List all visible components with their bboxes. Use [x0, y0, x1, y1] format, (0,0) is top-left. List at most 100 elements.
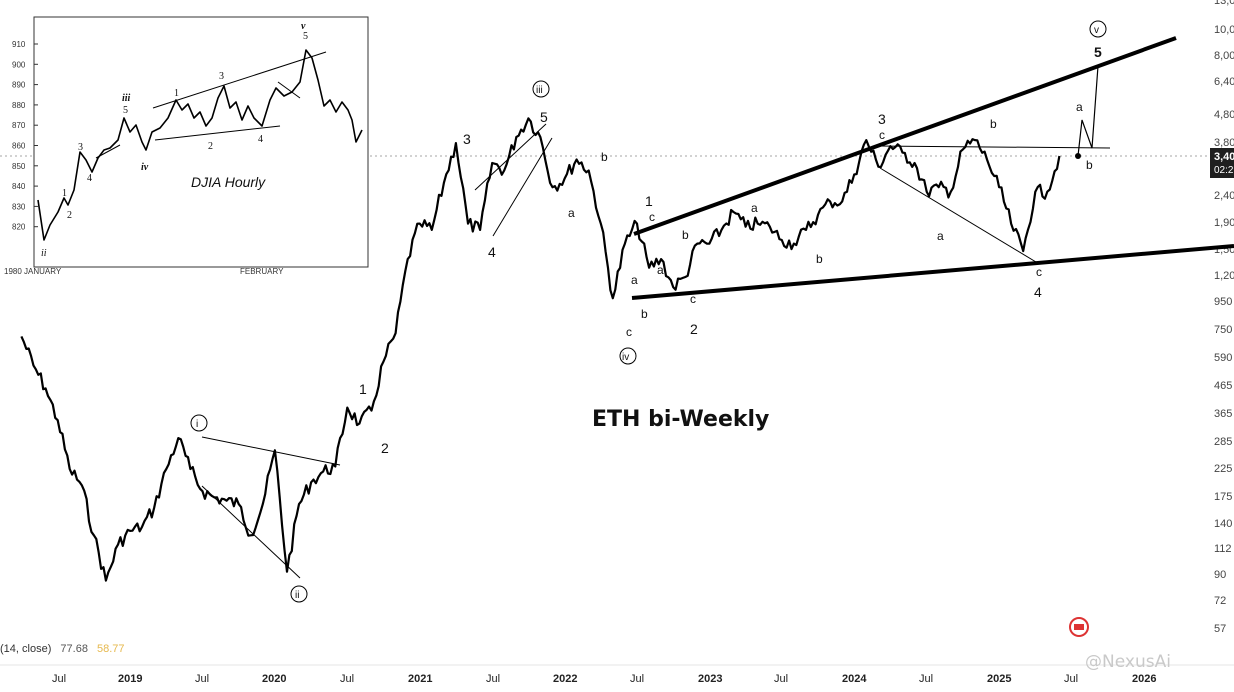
price-axis-label: 72 [1214, 595, 1226, 607]
resistance-line [879, 145, 1111, 149]
triangle-bottom-line [201, 485, 301, 579]
inset-wave-label: 4 [258, 134, 263, 145]
indicator-readout: (14, close) 77.68 58.77 [0, 643, 125, 659]
price-axis-label: 1,20 [1214, 270, 1234, 282]
inset-wave-label: 5 [303, 31, 308, 42]
time-axis-label: 2026 [1132, 673, 1156, 685]
inset-channel-top [152, 51, 327, 109]
wave-label: 3 [463, 131, 471, 147]
time-axis-label: Jul [340, 673, 354, 685]
exchange-logo-icon [1069, 617, 1089, 637]
wedge-upper-line [474, 123, 547, 191]
indicator-label: (14, close) [0, 643, 52, 655]
inset-flag-line [95, 144, 121, 159]
inset-y-tick-label: 840 [12, 182, 26, 191]
wave-label: 5 [1094, 44, 1102, 60]
current-price-dot [1075, 153, 1081, 159]
inset-y-tick-label: 820 [12, 223, 26, 232]
wave-label: 1 [359, 381, 367, 397]
inset-wave-label: 4 [87, 173, 92, 184]
wave-label: 1 [645, 193, 653, 209]
wave-label: c [649, 210, 655, 224]
exchange-logo-mark [1074, 624, 1084, 630]
wave-labels: i ii 1 2 3 4 5 iii b a 1 c a a b b c c 2… [190, 20, 1107, 603]
time-axis-label: 2025 [987, 673, 1011, 685]
inset-y-tick-label: 910 [12, 40, 26, 49]
circled-wave-i: i [190, 414, 208, 432]
inset-wave-label: 3 [78, 142, 83, 153]
price-axis-label: 365 [1214, 408, 1232, 420]
wave-label: b [990, 117, 997, 131]
inset-wedge-line [277, 81, 301, 99]
price-axis-label: 950 [1214, 296, 1232, 308]
wave-circle [290, 585, 308, 603]
wave-label: b [601, 150, 608, 164]
current-price-value: 3,40 [1214, 151, 1234, 163]
inset-y-tick-label: 880 [12, 101, 26, 110]
inset-wave-label: ii [41, 248, 47, 259]
djia-inset: 910 900 890 880 870 860 850 840 830 820 1980 JANU… [4, 16, 369, 276]
watermark: @NexusAi [1085, 652, 1171, 672]
price-axis-label: 57 [1214, 623, 1226, 635]
inset-x-label-feb: FEBRUARY [240, 267, 284, 276]
time-axis-label: Jul [774, 673, 788, 685]
wave-label: a [631, 273, 638, 287]
wave-label: c [626, 325, 632, 339]
current-price-time: 02:2 [1214, 165, 1234, 176]
inset-y-tick-label: 860 [12, 142, 26, 151]
price-axis-label: 8,00 [1214, 50, 1234, 62]
inset-y-tick-label: 890 [12, 81, 26, 90]
wave-label: b [641, 307, 648, 321]
price-axis-label: 6,40 [1214, 76, 1234, 88]
wave-label: iv [622, 352, 629, 363]
time-axis-label: 2024 [842, 673, 867, 685]
wave-label: ii [295, 590, 299, 601]
price-axis-label: 1,90 [1214, 217, 1234, 229]
wave-label: a [1076, 100, 1083, 114]
price-axis-label: 3,80 [1214, 137, 1234, 149]
price-axis: 13,010,008,006,404,803,802,401,901,501,2… [1214, 0, 1234, 635]
price-axis-label: 140 [1214, 518, 1232, 530]
eth-price-series-line [20, 117, 1061, 582]
time-axis-label: Jul [1064, 673, 1078, 685]
wave-label: i [196, 419, 198, 430]
inset-wave-label: 2 [67, 210, 72, 221]
wave-label: a [568, 206, 575, 220]
inset-wave-label: iv [141, 162, 149, 173]
wave-circle [190, 414, 208, 432]
circled-wave-ii: ii [290, 585, 308, 603]
indicator-value-2: 58.77 [97, 643, 125, 655]
wave-label: a [657, 263, 664, 277]
wedge-lower-line [492, 137, 553, 237]
inset-wave-label: 5 [123, 105, 128, 116]
wave-label: 3 [878, 111, 886, 127]
inset-channel-bottom [154, 125, 281, 141]
inner-diagonal-line [879, 167, 1037, 263]
time-axis-label: 2020 [262, 673, 286, 685]
wave-label: a [751, 201, 758, 215]
price-axis-label: 4,80 [1214, 109, 1234, 121]
indicator-value-1: 77.68 [60, 643, 88, 655]
wave-label: v [1094, 25, 1099, 36]
wave-label: a [937, 229, 944, 243]
price-axis-label: 90 [1214, 569, 1226, 581]
circled-wave-v: v [1089, 20, 1107, 38]
inset-wave-label: 2 [208, 141, 213, 152]
price-axis-label: 225 [1214, 463, 1232, 475]
time-axis-label: Jul [630, 673, 644, 685]
wave-circle [1089, 20, 1107, 38]
projection-path [1077, 65, 1099, 157]
time-axis-label: 2019 [118, 673, 142, 685]
wave-label: b [1086, 158, 1093, 172]
lower-trendline [631, 244, 1234, 300]
wave-label: c [879, 128, 885, 142]
inset-y-tick-label: 830 [12, 202, 26, 211]
price-axis-label: 2,40 [1214, 190, 1234, 202]
wave-label: 5 [540, 109, 548, 125]
inset-y-tick-label: 850 [12, 162, 26, 171]
inset-y-axis: 910 900 890 880 870 860 850 840 830 820 [12, 40, 38, 232]
wave-label: 2 [690, 321, 698, 337]
time-axis-label: Jul [52, 673, 66, 685]
wave-label: iii [536, 85, 543, 96]
price-axis-label: 285 [1214, 436, 1232, 448]
